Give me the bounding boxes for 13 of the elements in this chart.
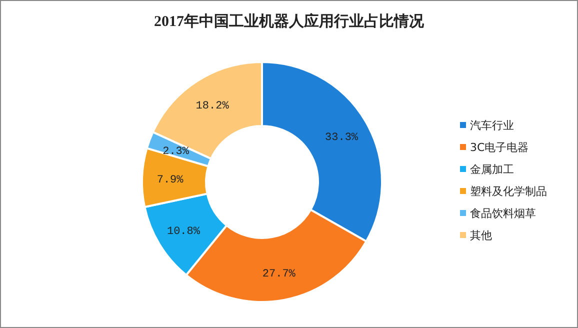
legend-label: 3C电子电器 (470, 141, 529, 154)
legend-label: 汽车行业 (470, 119, 514, 132)
data-label: 27.7% (262, 268, 296, 280)
data-label: 7.9% (156, 174, 184, 187)
data-label: 10.8% (166, 226, 200, 238)
chart-title: 2017年中国工业机器人应用行业占比情况 (154, 12, 425, 30)
data-label: 2.3% (162, 146, 190, 158)
data-label: 18.2% (196, 100, 230, 113)
legend-label: 金属加工 (470, 163, 514, 176)
legend-label: 其他 (470, 229, 492, 242)
legend-label: 塑料及化学制品 (470, 185, 547, 198)
legend-label: 食品饮料烟草 (470, 207, 536, 220)
data-label: 33.3% (325, 132, 358, 144)
